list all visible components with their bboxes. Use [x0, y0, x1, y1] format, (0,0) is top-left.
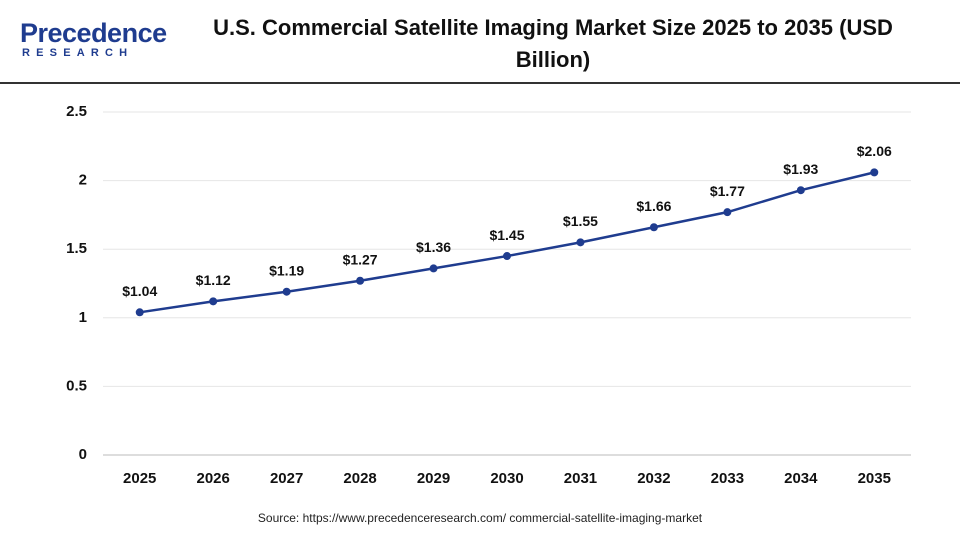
data-label: $1.04 — [122, 283, 157, 299]
x-tick-label: 2028 — [343, 470, 376, 487]
x-tick-label: 2032 — [637, 470, 670, 487]
x-tick-label: 2029 — [417, 470, 450, 487]
y-tick-label: 0.5 — [66, 377, 87, 394]
data-label: $1.93 — [783, 161, 818, 177]
x-tick-label: 2031 — [564, 470, 597, 487]
data-point — [503, 252, 511, 261]
data-label: $2.06 — [857, 143, 892, 159]
logo-name: Precedence — [20, 18, 167, 48]
data-point — [723, 208, 732, 217]
data-label: $1.77 — [710, 183, 745, 199]
data-point — [576, 238, 585, 247]
data-label: $1.55 — [563, 213, 598, 229]
data-point — [356, 276, 365, 285]
data-point — [282, 287, 291, 296]
data-label: $1.66 — [636, 198, 671, 214]
data-point — [870, 168, 879, 177]
data-point — [135, 308, 144, 317]
y-tick-label: 2.5 — [66, 103, 87, 120]
data-label: $1.19 — [269, 262, 304, 278]
data-point — [209, 297, 218, 306]
y-tick-label: 0 — [79, 446, 87, 463]
x-tick-label: 2026 — [196, 470, 229, 487]
x-tick-label: 2034 — [784, 470, 818, 487]
logo-tagline: RESEARCH — [22, 47, 134, 59]
x-tick-label: 2033 — [711, 470, 744, 487]
data-label: $1.27 — [343, 251, 378, 267]
x-tick-label: 2027 — [270, 470, 303, 487]
x-tick-label: 2035 — [858, 470, 891, 487]
x-tick-label: 2025 — [123, 470, 156, 487]
data-point — [429, 264, 438, 273]
chart-title: U.S. Commercial Satellite Imaging Market… — [213, 15, 893, 72]
data-label: $1.36 — [416, 239, 451, 255]
data-point — [649, 223, 658, 232]
y-tick-label: 1 — [79, 309, 87, 326]
y-tick-label: 1.5 — [66, 240, 87, 257]
data-label: $1.45 — [489, 227, 524, 243]
data-label: $1.12 — [196, 272, 231, 288]
data-point — [796, 186, 805, 195]
y-tick-label: 2 — [79, 172, 87, 189]
source-note: Source: https://www.precedenceresearch.c… — [257, 511, 703, 525]
x-tick-label: 2030 — [490, 470, 523, 487]
